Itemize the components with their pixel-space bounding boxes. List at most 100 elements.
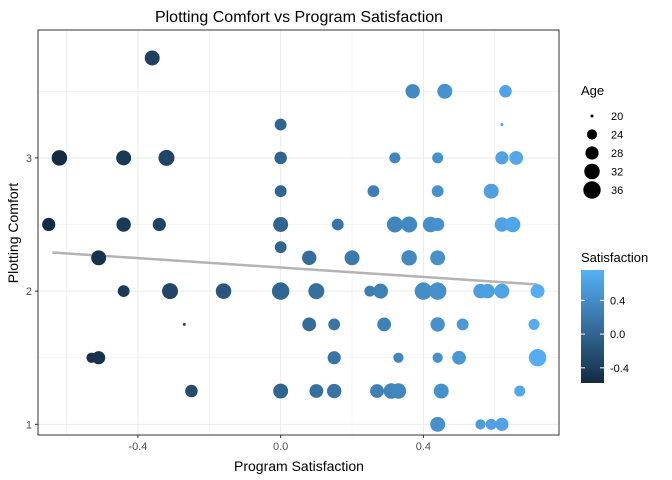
chart-title: Plotting Comfort vs Program Satisfaction (155, 9, 443, 26)
color-legend: Satisfaction 0.4 0.0 -0.4 (581, 250, 648, 383)
data-point (475, 419, 486, 430)
data-point (499, 85, 512, 98)
data-point (215, 283, 232, 299)
data-point (528, 318, 540, 330)
x-tick-label: -0.4 (128, 441, 147, 453)
y-tick-label: 3 (26, 153, 32, 165)
color-legend-label: -0.4 (610, 363, 629, 375)
data-point (367, 185, 380, 198)
data-point (432, 152, 444, 164)
data-point (327, 351, 341, 365)
size-legend-key (583, 181, 601, 199)
data-point (500, 123, 504, 127)
trend-layer (52, 251, 538, 286)
size-legend-label: 32 (611, 167, 623, 179)
y-axis-ticks: 1 2 3 (26, 153, 38, 431)
data-point (432, 352, 443, 363)
data-point (433, 383, 449, 399)
y-axis-label: Plotting Comfort (5, 183, 21, 283)
data-point (42, 217, 56, 232)
data-point (389, 152, 401, 164)
data-point (504, 216, 521, 233)
size-legend-label: 36 (611, 185, 623, 197)
color-legend-bar (581, 270, 604, 383)
data-point (456, 318, 469, 331)
data-point (430, 250, 446, 266)
data-point (152, 217, 166, 232)
grid (38, 30, 559, 435)
data-point (92, 351, 106, 365)
size-legend-label: 28 (611, 148, 623, 160)
size-legend-label: 24 (611, 130, 623, 142)
data-point (483, 183, 499, 199)
data-point (273, 383, 289, 399)
data-point (331, 218, 344, 231)
data-point (485, 418, 497, 430)
data-point (528, 349, 547, 367)
color-legend-label: 0.4 (610, 295, 625, 307)
data-point (144, 50, 160, 66)
data-point (373, 283, 389, 299)
data-point (273, 217, 289, 232)
data-point (514, 385, 526, 397)
data-point (495, 151, 509, 165)
size-legend-key (584, 163, 600, 180)
data-point (437, 83, 453, 99)
trend-line (52, 251, 538, 286)
data-point (51, 150, 68, 166)
points-layer (42, 50, 547, 432)
data-point (430, 416, 446, 432)
data-point (274, 185, 287, 198)
data-point (494, 217, 510, 232)
x-tick-label: 0.4 (416, 441, 431, 453)
data-point (302, 250, 317, 266)
data-point (117, 285, 130, 298)
size-legend-key (586, 129, 598, 140)
data-point (185, 384, 198, 398)
data-point (390, 383, 407, 399)
data-point (158, 149, 175, 166)
data-point (274, 241, 287, 254)
data-point (386, 216, 403, 233)
data-point (452, 350, 466, 365)
y-tick-label: 2 (26, 286, 32, 298)
data-point (414, 282, 433, 300)
data-point (393, 352, 404, 363)
data-point (271, 282, 290, 300)
data-point (274, 118, 287, 131)
data-point (495, 417, 509, 431)
data-point (326, 383, 342, 399)
data-point (401, 250, 417, 266)
data-point (274, 151, 287, 165)
x-axis-label: Program Satisfaction (234, 458, 364, 474)
data-point (370, 384, 384, 398)
data-point (494, 283, 510, 299)
data-point (530, 284, 545, 299)
data-point (480, 283, 495, 299)
size-legend-label: 20 (611, 111, 623, 123)
data-point (364, 285, 376, 297)
size-legend: Age 20 24 28 32 36 (581, 83, 623, 199)
data-point (328, 318, 341, 331)
data-point (431, 217, 445, 232)
x-axis-ticks: -0.4 0.0 0.4 (128, 435, 431, 453)
data-point (377, 317, 392, 332)
size-legend-key (585, 146, 599, 160)
color-legend-title: Satisfaction (581, 250, 648, 265)
data-point (430, 317, 445, 332)
plot-panel-border (37, 29, 560, 436)
data-point (344, 250, 360, 266)
x-tick-label: 0.0 (273, 441, 288, 453)
data-point (116, 150, 132, 166)
data-point (162, 283, 179, 300)
data-point (309, 384, 324, 398)
data-point (401, 216, 418, 233)
data-point (308, 283, 325, 300)
color-legend-label: 0.0 (610, 329, 625, 341)
data-point (116, 217, 131, 232)
data-point (428, 282, 447, 300)
size-legend-title: Age (581, 83, 604, 98)
size-legend-key (590, 114, 594, 118)
data-point (431, 185, 444, 198)
data-point (405, 84, 420, 99)
